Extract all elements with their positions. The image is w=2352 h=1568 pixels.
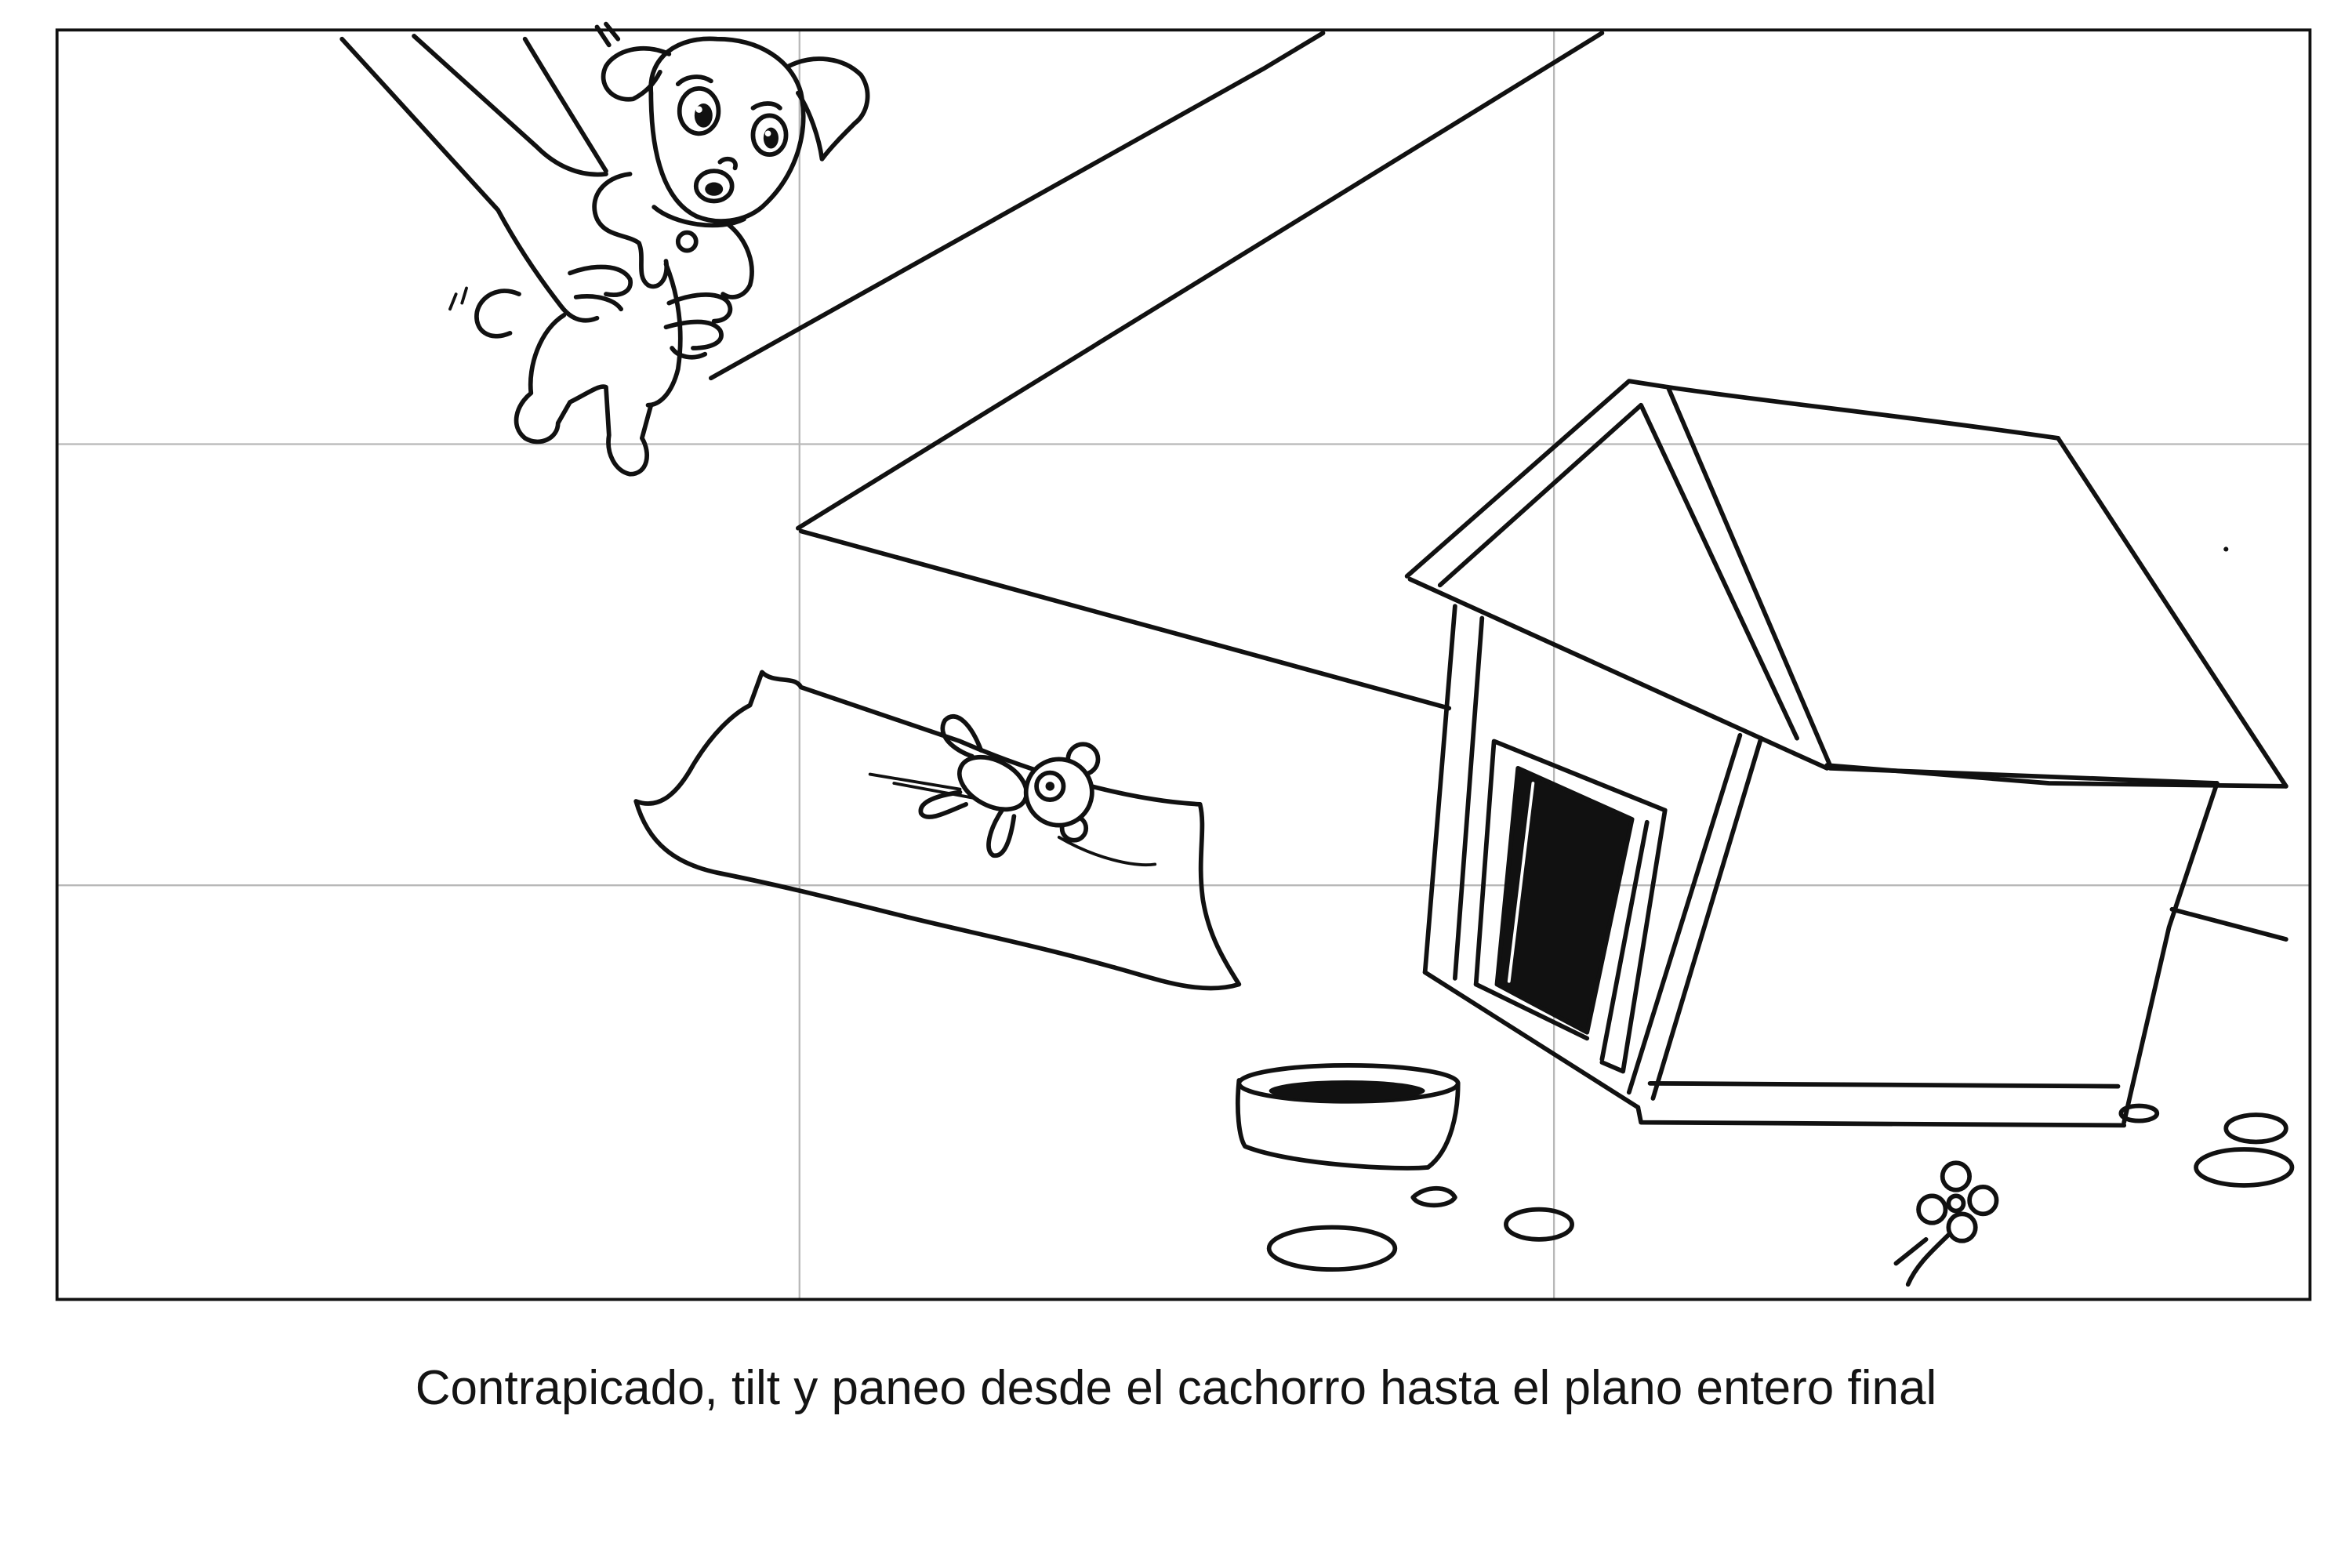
puppy-mouth-inside — [705, 182, 724, 196]
doghouse — [1404, 379, 2288, 1128]
puppy-left-brow — [675, 74, 713, 87]
doghouse-gable-base — [1407, 576, 1830, 771]
puppy-right-eye-highlight — [764, 130, 771, 137]
puppy-hind-legs — [514, 313, 654, 477]
flower-stem — [1905, 1231, 1953, 1287]
puppy-tail — [474, 289, 521, 339]
dog-bed — [633, 670, 1242, 991]
stone — [2194, 1147, 2295, 1188]
doghouse-door-frame-inner — [1599, 819, 1650, 1062]
teddy-bear-toy — [918, 713, 1101, 858]
dog-bed-outline — [633, 670, 1242, 991]
doghouse-front-left-trim — [1452, 615, 1485, 981]
doghouse-roof-slope — [2056, 435, 2288, 789]
puppy-collar-tag — [675, 230, 699, 253]
stone — [2223, 1112, 2288, 1145]
puppy-right-brow — [750, 101, 782, 111]
toy-arm-left — [918, 789, 969, 819]
doghouse-side-baseboard-top — [1647, 1080, 2121, 1089]
toy-eye-pupil — [1045, 782, 1055, 791]
stone — [2118, 1103, 2160, 1123]
doghouse-side-baseboard-bottom — [1635, 1105, 2127, 1128]
bowl-body — [1236, 1078, 1461, 1171]
flower-petal — [1967, 1185, 1999, 1217]
doghouse-side-right-edge — [2122, 781, 2220, 1125]
doghouse-front-left-edge — [1422, 604, 1457, 975]
flower-petal — [1940, 1160, 1972, 1192]
arm-line-top — [522, 36, 608, 174]
storyboard-frame — [55, 28, 2312, 1301]
doghouse-door-highlight — [1507, 782, 1535, 983]
doghouse-gable-outer — [1404, 379, 1833, 768]
finger-right-3 — [670, 346, 708, 360]
wall-base-line — [798, 528, 1452, 711]
finger-right-1 — [666, 292, 733, 324]
finger-left-2 — [573, 294, 623, 312]
dog-bed-crease — [1057, 836, 1157, 866]
doghouse-side-top — [1828, 766, 2220, 786]
puppy-body — [645, 261, 683, 408]
toy-leg — [986, 808, 1017, 858]
doghouse-roof-ridge — [1665, 384, 2060, 441]
toy-motion-lines — [868, 772, 977, 800]
puppy-ear-tuft — [594, 21, 621, 48]
puppy-left-eye-highlight — [695, 106, 702, 113]
finger-right-2 — [663, 319, 724, 350]
tail-motion-lines — [448, 286, 468, 311]
puppy-right-ear — [786, 56, 870, 162]
doghouse-gable-inner — [1437, 402, 1799, 741]
toy-arm-top — [940, 713, 984, 759]
puppy-collar — [652, 205, 746, 228]
guide-grid — [56, 30, 2310, 1300]
puppy-left-front-paw — [592, 172, 670, 289]
arm-outline — [339, 36, 600, 323]
puppy-left-ear — [601, 45, 672, 102]
stray-dot — [2223, 546, 2229, 552]
food-bowl — [1236, 1062, 1461, 1171]
arm-line-middle — [412, 34, 608, 177]
flower — [1893, 1160, 1999, 1287]
flower-leaf-line — [1893, 1236, 1929, 1266]
stone — [1504, 1207, 1574, 1242]
puppy-head — [648, 36, 806, 223]
stones — [1266, 1103, 2295, 1272]
doghouse-door-sill — [1473, 982, 1590, 1041]
stone — [1410, 1186, 1457, 1208]
toy-body — [956, 754, 1029, 812]
puppy-right-pupil — [763, 127, 779, 149]
storyboard-caption: Contrapicado, tilt y paneo desde el cach… — [415, 1361, 1937, 1415]
wall-lines — [709, 31, 2288, 942]
stone — [1266, 1225, 1398, 1272]
doghouse-door-frame — [1473, 739, 1668, 1074]
finger-left-1 — [568, 264, 633, 297]
doghouse-front-bottom — [1422, 970, 1641, 1110]
bowl-inside — [1269, 1080, 1425, 1102]
flower-petal — [1916, 1193, 1948, 1225]
wall-edge-line — [795, 31, 1605, 531]
wall-top-line — [709, 31, 1326, 381]
doghouse-corner-trim-inner — [1626, 732, 1743, 1095]
puppy-nose — [717, 156, 738, 171]
puppy-right-front-paw — [720, 223, 754, 299]
hand-holding-puppy — [339, 34, 733, 360]
wall-base-line-right — [2169, 906, 2288, 942]
doghouse-door-opening — [1494, 766, 1635, 1035]
flower-petal — [1946, 1211, 1978, 1243]
puppy — [448, 21, 870, 477]
flower-center — [1946, 1193, 1966, 1214]
doghouse-corner-trim-outer — [1650, 735, 1764, 1101]
